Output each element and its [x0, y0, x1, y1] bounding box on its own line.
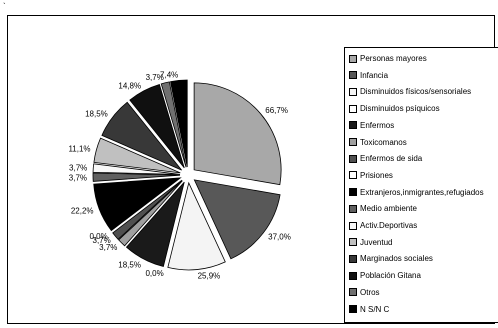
slice-label: 3,7% [69, 164, 87, 173]
legend-label: Personas mayores [360, 54, 427, 63]
legend-label: Otros [360, 287, 380, 297]
corner-mark: ` [3, 2, 6, 11]
legend-label: Población Gitana [360, 271, 421, 281]
legend-item: Otros [349, 286, 380, 299]
legend-label: Prisiones [360, 170, 393, 180]
chart-frame: 66,7% 37,0% 25,9% 0,0% 18,5% 3,7% 3,7% 0,0% 22,2… [7, 15, 498, 324]
pie-chart: 66,7%37,0%25,9%0,0%18,5%3,7%3,7%0,0%22,2… [68, 70, 291, 281]
legend-label: Juventud [360, 237, 393, 247]
legend: Personas mayores Infancia Disminuidos físi… [344, 47, 498, 323]
legend-item: N S/N C [349, 303, 389, 316]
slice-label: 3,7% [99, 243, 117, 252]
legend-item: Personas mayores [349, 52, 427, 65]
slice-label: 18,5% [85, 110, 108, 119]
legend-item: Prisiones [349, 169, 393, 182]
slice-label: 37,0% [268, 232, 291, 241]
slice-label: 0,0% [145, 269, 163, 278]
slice-label: 0,0% [89, 232, 107, 241]
slice-label: 25,9% [198, 272, 221, 281]
pie-slice [125, 181, 185, 268]
legend-label: Enfermos de sida [360, 154, 423, 164]
pie-slice [93, 177, 182, 232]
legend-label: Disminuidos psíquicos [360, 104, 440, 114]
slice-label: 3,7% [69, 173, 87, 182]
legend-swatch [349, 171, 357, 180]
pie-slice [170, 79, 188, 168]
legend-swatch [349, 204, 357, 213]
legend-item: Activ.Deportivas [349, 219, 417, 232]
slice-label: 7,4% [160, 70, 178, 79]
pie-slice [112, 179, 183, 240]
legend-item: Infancia [349, 69, 388, 82]
legend-swatch [349, 305, 357, 313]
legend-swatch [349, 221, 357, 230]
slice-label: 18,5% [118, 260, 141, 269]
legend-swatch [349, 87, 357, 96]
legend-swatch [349, 138, 357, 146]
legend-label: Disminuidos físicos/sensoriales [360, 87, 472, 97]
pie-slice [129, 84, 185, 169]
legend-label: Extranjeros,inmigrantes,refugiados [360, 187, 484, 197]
legend-item: Extranjeros,inmigrantes,refugiados [349, 186, 484, 199]
legend-label: Marginados sociales [360, 254, 433, 264]
legend-label: N S/N C [360, 304, 390, 314]
legend-item: Enfermos [349, 119, 394, 132]
legend-swatch [349, 188, 357, 197]
pie-slice [160, 81, 187, 168]
legend-item: Disminuidos psíquicos [349, 102, 440, 115]
legend-label: Medio ambiente [360, 204, 417, 214]
slice-label: 3,7% [146, 73, 164, 82]
legend-swatch [349, 54, 357, 63]
pie-slice [92, 163, 181, 175]
legend-item: Enfermos de sida [349, 152, 422, 165]
legend-item: Disminuidos físicos/sensoriales [349, 85, 471, 98]
pie-slice [193, 82, 282, 186]
legend-swatch [349, 254, 357, 263]
legend-item: Marginados sociales [349, 252, 433, 265]
legend-swatch [349, 71, 357, 80]
legend-swatch [349, 238, 357, 247]
legend-item: Toxicomanos [349, 136, 407, 149]
legend-label: Activ.Deportivas [360, 221, 418, 230]
slice-label: 14,8% [118, 82, 141, 91]
legend-swatch [349, 288, 357, 297]
slice-label: 22,2% [71, 207, 94, 216]
legend-item: Población Gitana [349, 269, 421, 282]
pie-slice [193, 179, 281, 260]
pie-slice [93, 137, 181, 174]
pie-slice [92, 172, 181, 182]
slice-label: 66,7% [265, 106, 288, 115]
legend-label: Infancia [360, 70, 389, 80]
legend-swatch [349, 104, 357, 113]
pie-slice [101, 101, 182, 171]
slice-label: 3,7% [93, 236, 111, 245]
legend-label: Toxicomanos [360, 137, 407, 147]
legend-item: Juventud [349, 236, 392, 249]
slice-label: 11,1% [68, 144, 90, 153]
legend-swatch [349, 271, 357, 280]
legend-label: Enfermos [360, 120, 395, 130]
legend-item: Medio ambiente [349, 202, 417, 215]
pie-slice [167, 181, 226, 271]
legend-swatch [349, 154, 357, 163]
legend-swatch [349, 121, 357, 130]
pie-slice [118, 180, 183, 247]
